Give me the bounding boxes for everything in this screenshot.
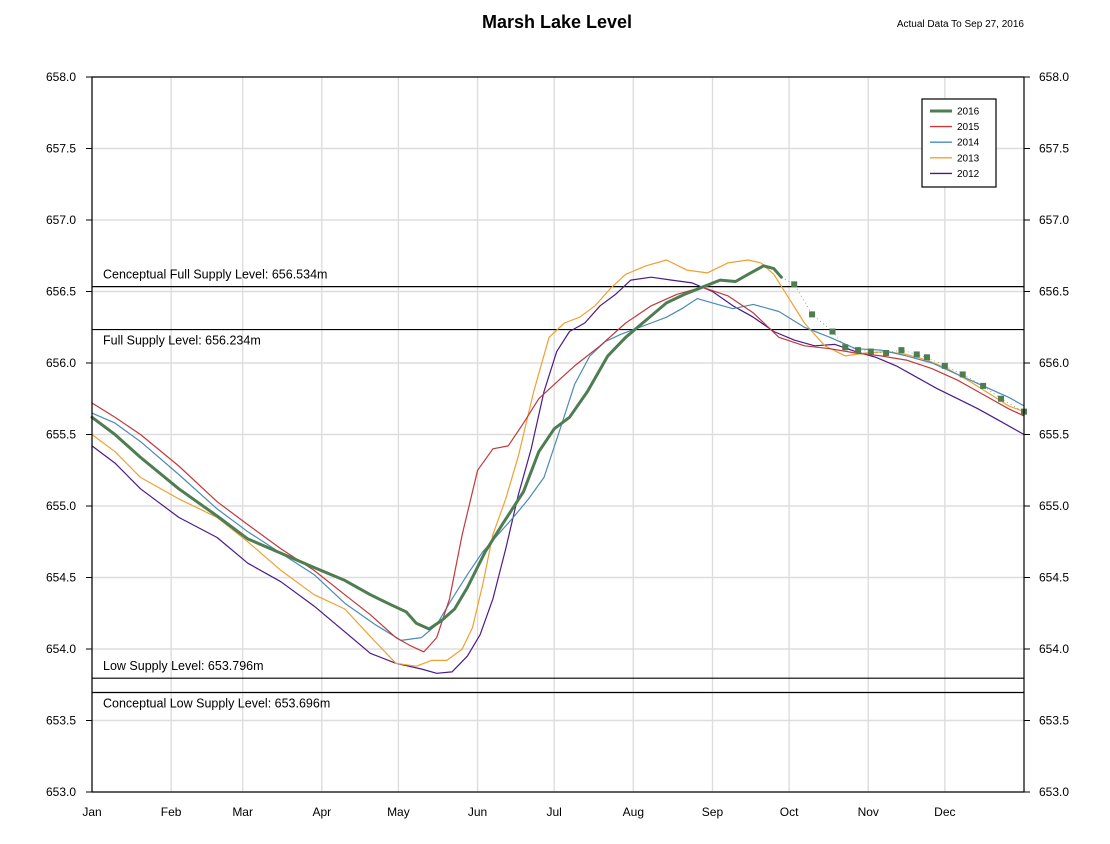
legend-box	[921, 98, 997, 188]
x-tick-label: Sep	[702, 805, 724, 819]
legend-label: 2014	[957, 138, 980, 149]
y-tick-label-right: 656.0	[1039, 356, 1069, 370]
y-tick-label: 657.5	[46, 142, 76, 156]
reference-line-label: Low Supply Level: 653.796m	[103, 659, 264, 673]
series-marker	[941, 362, 948, 369]
y-tick-label: 653.5	[46, 714, 76, 728]
y-tick-label-right: 654.5	[1039, 571, 1069, 585]
y-tick-label: 657.0	[46, 213, 76, 227]
legend-label: 2015	[957, 122, 980, 133]
x-axis: Jan Feb Mar Apr May Jun Jul Aug Sep Oct Nov Dec	[82, 805, 955, 819]
series-marker	[809, 311, 816, 318]
chart-title: Marsh Lake Level	[482, 12, 632, 32]
series-marker	[842, 344, 849, 351]
y-tick-label-right: 658.0	[1039, 70, 1069, 84]
series-2013	[91, 259, 1025, 667]
reference-line-label: Full Supply Level: 656.234m	[103, 334, 261, 348]
series-marker	[980, 382, 987, 389]
x-tick-label: Jul	[546, 805, 561, 819]
y-tick-label-right: 653.0	[1039, 785, 1069, 799]
series-marker	[791, 281, 798, 288]
series-marker	[883, 349, 890, 356]
y-tick-label: 656.5	[46, 285, 76, 299]
series-forecast-line	[781, 276, 1025, 412]
y-tick-label-right: 653.5	[1039, 714, 1069, 728]
legend-label: 2016	[957, 107, 980, 118]
reference-lines: Cenceptual Full Supply Level: 656.534m Fu…	[92, 268, 1024, 710]
reference-line-label: Conceptual Low Supply Level: 653.696m	[103, 696, 330, 710]
series-line-2014	[91, 298, 1025, 642]
series-line-2013	[91, 259, 1025, 667]
y-tick-label-right: 655.0	[1039, 499, 1069, 513]
x-tick-label: Dec	[934, 805, 955, 819]
x-tick-label: Feb	[161, 805, 182, 819]
series-2016	[90, 264, 783, 631]
x-tick-label: Nov	[858, 805, 879, 819]
x-tick-label: Jun	[468, 805, 487, 819]
y-tick-label-right: 655.5	[1039, 428, 1069, 442]
y-tick-label: 654.5	[46, 571, 76, 585]
chart-subtitle: Actual Data To Sep 27, 2016	[897, 19, 1025, 30]
x-tick-label: Apr	[312, 805, 331, 819]
y-tick-label-right: 657.5	[1039, 142, 1069, 156]
series-marker	[867, 348, 874, 355]
legend: 2016 2015 2014 2013 2012	[921, 98, 997, 188]
legend-label: 2013	[957, 153, 980, 164]
x-tick-label: Jan	[82, 805, 101, 819]
y-tick-label: 656.0	[46, 356, 76, 370]
y-axis-left: 653.0 653.5 654.0 654.5 655.0 655.5 656.0 656.5…	[46, 70, 92, 799]
x-tick-label: Mar	[232, 805, 253, 819]
reference-line-label: Cenceptual Full Supply Level: 656.534m	[103, 268, 327, 282]
y-tick-label: 658.0	[46, 70, 76, 84]
x-tick-label: Aug	[623, 805, 644, 819]
series-marker	[855, 347, 862, 354]
series-2014	[91, 298, 1025, 642]
series-marker	[829, 328, 836, 335]
series-marker	[959, 371, 966, 378]
series-line-2016	[90, 264, 783, 631]
y-tick-label-right: 657.0	[1039, 213, 1069, 227]
x-tick-label: May	[387, 805, 410, 819]
y-tick-label: 653.0	[46, 785, 76, 799]
y-tick-label-right: 654.0	[1039, 642, 1069, 656]
y-tick-label: 654.0	[46, 642, 76, 656]
y-tick-label: 655.0	[46, 499, 76, 513]
x-tick-label: Oct	[780, 805, 799, 819]
y-axis-right: 653.0 653.5 654.0 654.5 655.0 655.5 656.0 656.5…	[1024, 70, 1069, 799]
y-tick-label: 655.5	[46, 428, 76, 442]
y-tick-label-right: 656.5	[1039, 285, 1069, 299]
series-marker	[998, 395, 1005, 402]
series-marker	[913, 351, 920, 358]
series-marker	[923, 354, 930, 361]
legend-label: 2012	[957, 169, 980, 180]
series-marker	[898, 347, 905, 354]
data-series	[90, 259, 1027, 674]
